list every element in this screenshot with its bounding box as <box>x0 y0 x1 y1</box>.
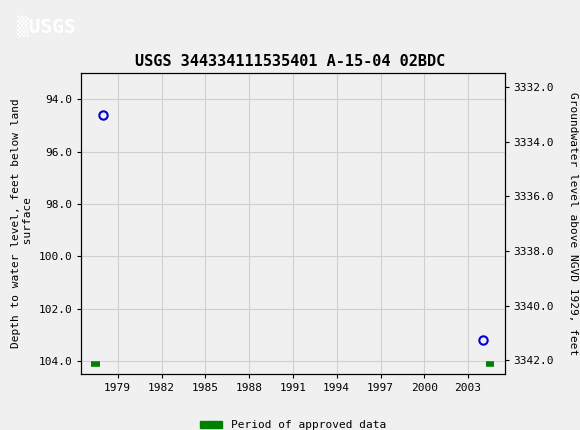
Y-axis label: Groundwater level above NGVD 1929, feet: Groundwater level above NGVD 1929, feet <box>568 92 578 355</box>
Text: ▒USGS: ▒USGS <box>17 15 76 37</box>
Legend: Period of approved data: Period of approved data <box>195 416 390 430</box>
Text: USGS 344334111535401 A-15-04 02BDC: USGS 344334111535401 A-15-04 02BDC <box>135 54 445 69</box>
Y-axis label: Depth to water level, feet below land
 surface: Depth to water level, feet below land su… <box>11 99 33 348</box>
